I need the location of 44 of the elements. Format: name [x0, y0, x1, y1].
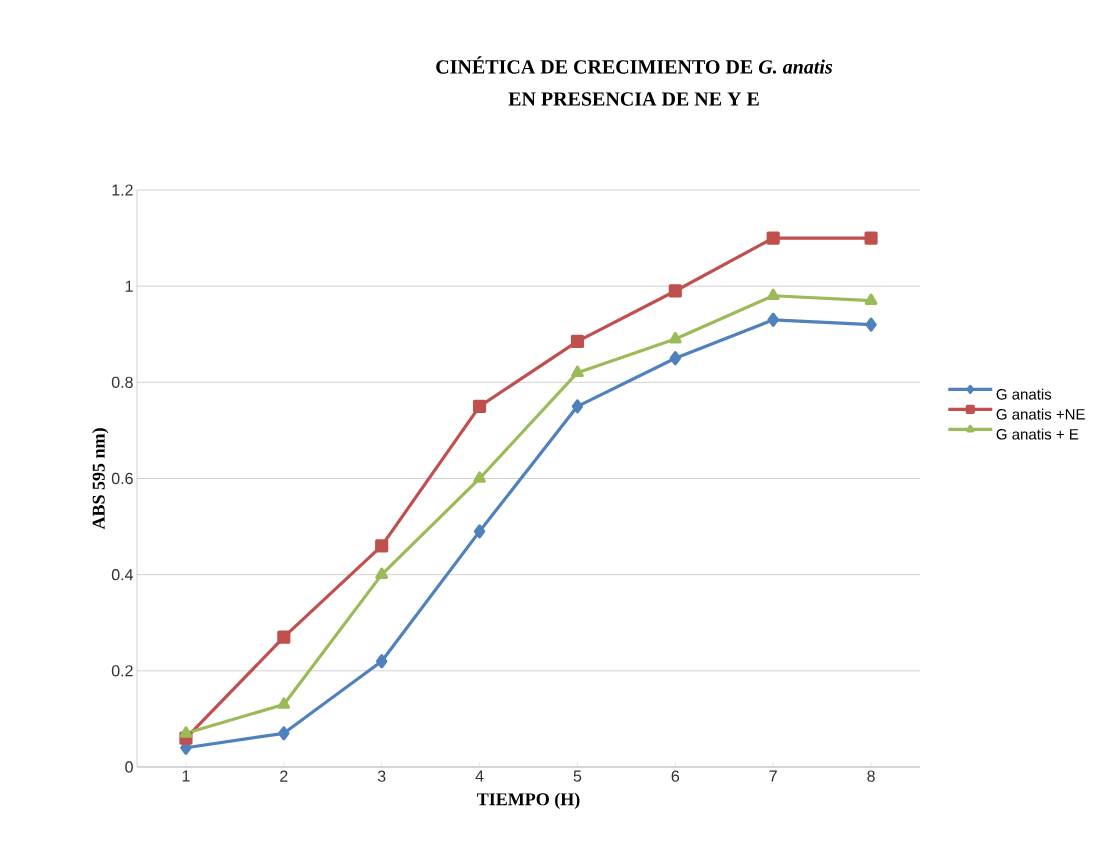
point: [570, 334, 585, 349]
point: [865, 317, 877, 332]
point: [375, 654, 388, 669]
point: [277, 630, 291, 644]
legend-label: G anatis + E: [996, 428, 1079, 440]
point: [668, 331, 682, 344]
x-tick-label: 6: [671, 770, 680, 782]
x-tick-label: 1: [182, 770, 190, 782]
x-tick-label: 2: [280, 770, 288, 782]
point: [472, 399, 487, 413]
chart-title: CINÉTICA DE CRECIMIENTO DE G. anatis: [436, 56, 833, 74]
point: [669, 351, 682, 366]
point: [277, 697, 291, 709]
point: [864, 293, 878, 305]
point: [375, 567, 389, 579]
x-tick-label: 4: [475, 770, 484, 782]
y-tick-label: 0.4: [111, 568, 134, 581]
x-tick-label: 3: [377, 770, 386, 782]
x-axis-title: TIEMPO (H): [477, 792, 580, 809]
point: [864, 231, 878, 245]
legend-label: G anatis +NE: [996, 408, 1085, 420]
point: [571, 365, 584, 378]
x-tick-label: 5: [573, 770, 582, 782]
point: [179, 726, 193, 738]
y-tick-label: 0.8: [111, 376, 133, 388]
x-tick-label: 8: [867, 770, 875, 782]
point: [278, 726, 290, 741]
y-axis-title: ABS 595 nm): [92, 428, 109, 530]
point: [375, 539, 389, 553]
y-tick-label: 0.2: [111, 665, 133, 677]
point: [766, 288, 780, 301]
y-tick-label: 0: [125, 761, 133, 773]
y-tick-label: 1: [125, 280, 133, 292]
point: [571, 399, 584, 414]
y-tick-label: 0.6: [111, 472, 133, 485]
x-tick-label: 7: [769, 770, 777, 782]
legend-label: G anatis: [996, 388, 1052, 400]
point: [668, 284, 682, 298]
point: [473, 471, 486, 483]
point: [473, 524, 486, 539]
point: [767, 312, 779, 327]
y-tick-label: 1.2: [112, 184, 133, 196]
point: [766, 231, 780, 245]
chart-subtitle: EN PRESENCIA DE NE Y E: [508, 92, 759, 106]
